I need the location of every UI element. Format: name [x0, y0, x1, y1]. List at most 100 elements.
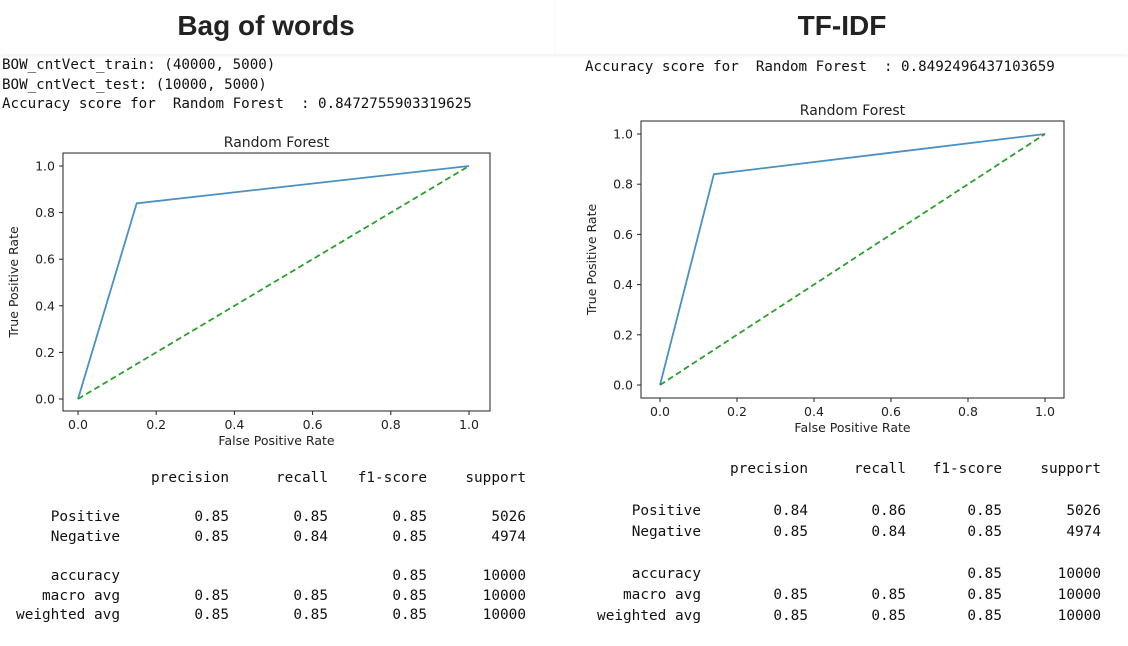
report-cell: 5026	[1066, 503, 1101, 519]
console-line: BOW_cntVect_train: (40000, 5000)	[2, 57, 276, 73]
report-cell: 5026	[491, 509, 526, 525]
panel-tf-idf: TF-IDF Accuracy score for Random Forest …	[556, 0, 1128, 646]
x-tick-label: 0.4	[804, 404, 824, 419]
heading-bar	[556, 0, 1128, 54]
roc-chart: Random Forest 0.0 0.2 0.4 0.6 0.8 1.0 0.0 0.2 0.4…	[586, 103, 1065, 435]
report-cell: 0.85	[871, 587, 906, 603]
x-tick-label: 0.4	[224, 417, 244, 432]
x-tick-label: 0.0	[68, 417, 88, 432]
console-output: BOW_cntVect_train: (40000, 5000) BOW_cnt…	[2, 56, 472, 115]
y-tick-label: 1.0	[613, 127, 633, 142]
y-axis-label: True Positive Rate	[586, 204, 599, 317]
report-cell: 0.85	[194, 607, 229, 623]
y-tick-label: 0.0	[35, 392, 55, 407]
report-cell: 0.85	[194, 529, 229, 545]
x-axis-label: False Positive Rate	[794, 420, 910, 435]
report-row-label: Positive	[631, 503, 701, 519]
baseline-line	[77, 165, 470, 400]
x-tick-label: 0.2	[146, 417, 166, 432]
report-column-header: recall	[276, 470, 328, 486]
report-column-header: f1-score	[357, 470, 427, 486]
report-cell: 0.85	[392, 588, 427, 604]
baseline-line	[659, 133, 1046, 386]
report-row-label: Positive	[50, 509, 120, 525]
report-cell: 0.85	[392, 568, 427, 584]
report-cell: 10000	[1057, 608, 1101, 624]
report-cell: 10000	[482, 588, 526, 604]
y-tick-label: 0.6	[613, 227, 633, 242]
y-tick-label: 0.6	[35, 252, 55, 267]
chart-title: Random Forest	[800, 103, 906, 119]
x-tick-label: 0.2	[727, 404, 747, 419]
report-cell: 0.85	[194, 588, 229, 604]
roc-curve-line	[659, 133, 1046, 386]
plot-frame	[640, 120, 1065, 399]
roc-chart: Random Forest 0.0 0.2 0.4 0.6 0.8 1.0 0.0 0.2 0.4…	[6, 135, 491, 448]
console-line: BOW_cntVect_test: (10000, 5000)	[2, 76, 267, 93]
y-tick-label: 0.8	[35, 205, 55, 220]
y-tick-label: 0.0	[613, 378, 633, 393]
report-cell: 0.85	[773, 587, 808, 603]
plot-frame	[62, 152, 491, 412]
report-cell: 0.86	[871, 503, 906, 519]
report-cell: 0.85	[392, 607, 427, 623]
roc-curve-line	[77, 165, 470, 400]
console-line: Accuracy score for Random Forest : 0.849…	[585, 59, 1055, 75]
report-cell: 10000	[482, 568, 526, 584]
x-tick-label: 1.0	[1035, 404, 1055, 419]
x-tick-label: 1.0	[459, 417, 479, 432]
panel-heading: Bag of words	[177, 10, 355, 41]
report-column-header: support	[1040, 461, 1101, 477]
y-tick-label: 0.2	[35, 345, 55, 360]
report-cell: 0.84	[773, 503, 808, 519]
report-cell: 0.85	[967, 566, 1002, 582]
x-axis-label: False Positive Rate	[218, 433, 334, 448]
chart-title: Random Forest	[224, 135, 330, 151]
report-cell: 0.85	[871, 608, 906, 624]
report-cell: 0.85	[967, 524, 1002, 540]
report-cell: 0.85	[967, 587, 1002, 603]
x-tick-label: 0.8	[958, 404, 978, 419]
console-line: Accuracy score for Random Forest : 0.847…	[2, 96, 472, 112]
report-cell: 4974	[1066, 524, 1101, 540]
y-tick-label: 1.0	[35, 159, 55, 174]
report-row-label: accuracy	[50, 568, 120, 584]
report-column-header: precision	[151, 470, 229, 486]
console-output: Accuracy score for Random Forest : 0.849…	[585, 58, 1055, 78]
report-cell: 0.85	[293, 607, 328, 623]
x-tick-label: 0.6	[881, 404, 901, 419]
report-cell: 0.85	[967, 503, 1002, 519]
report-row-label: weighted avg	[597, 608, 701, 624]
heading-bar	[0, 0, 556, 54]
panel-heading: TF-IDF	[797, 10, 887, 41]
report-cell: 4974	[491, 529, 526, 545]
report-cell: 0.85	[773, 524, 808, 540]
report-cell: 0.85	[194, 509, 229, 525]
y-tick-label: 0.2	[613, 327, 633, 342]
report-cell: 0.84	[293, 529, 328, 545]
report-cell: 0.85	[967, 608, 1002, 624]
y-tick-label: 0.4	[613, 277, 633, 292]
report-cell: 0.85	[392, 529, 427, 545]
report-row-label: Negative	[50, 529, 120, 545]
report-row-label: macro avg	[42, 588, 120, 604]
report-row-label: macro avg	[623, 587, 701, 603]
report-cell: 10000	[482, 607, 526, 623]
y-axis-label: True Positive Rate	[6, 226, 21, 339]
x-tick-label: 0.8	[381, 417, 401, 432]
report-cell: 10000	[1057, 566, 1101, 582]
report-cell: 0.85	[293, 509, 328, 525]
report-cell: 0.85	[392, 509, 427, 525]
y-tick-label: 0.8	[613, 177, 633, 192]
report-cell: 0.84	[871, 524, 906, 540]
panel-bag-of-words: Bag of words BOW_cntVect_train: (40000, …	[0, 0, 556, 646]
report-row-label: accuracy	[631, 566, 701, 582]
report-row-label: weighted avg	[16, 607, 120, 623]
report-row-label: Negative	[631, 524, 701, 540]
report-cell: 10000	[1057, 587, 1101, 603]
report-cell: 0.85	[293, 588, 328, 604]
report-column-header: support	[465, 470, 526, 486]
report-column-header: recall	[854, 461, 906, 477]
report-cell: 0.85	[773, 608, 808, 624]
x-tick-label: 0.0	[650, 404, 670, 419]
